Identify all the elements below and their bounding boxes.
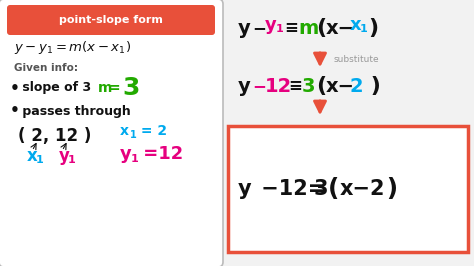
Text: slope of 3: slope of 3 <box>18 81 91 94</box>
Text: =12: =12 <box>137 145 183 163</box>
Text: substitute: substitute <box>334 56 380 64</box>
Text: passes through: passes through <box>18 105 131 118</box>
Text: y: y <box>265 16 277 34</box>
Text: y: y <box>238 179 252 199</box>
Text: (: ( <box>316 18 326 38</box>
FancyBboxPatch shape <box>7 5 215 35</box>
Text: =: = <box>109 81 120 95</box>
FancyBboxPatch shape <box>0 0 223 266</box>
Text: 1: 1 <box>68 155 76 165</box>
Text: 2: 2 <box>350 77 364 95</box>
Text: x: x <box>120 124 129 138</box>
Text: y: y <box>120 145 132 163</box>
Text: 3: 3 <box>122 76 139 100</box>
Text: ): ) <box>378 177 398 201</box>
Text: m: m <box>298 19 318 38</box>
FancyBboxPatch shape <box>228 126 468 252</box>
Text: ≡: ≡ <box>288 77 302 95</box>
Text: ( 2, 12 ): ( 2, 12 ) <box>18 127 91 145</box>
Text: x−: x− <box>326 19 355 38</box>
Text: ): ) <box>368 18 378 38</box>
Text: −: − <box>252 19 266 37</box>
Text: x: x <box>350 16 362 34</box>
Text: 1: 1 <box>276 24 284 34</box>
Text: 1: 1 <box>130 130 137 140</box>
Text: ≡: ≡ <box>284 19 298 37</box>
Text: x: x <box>27 147 37 165</box>
Text: (: ( <box>316 76 326 96</box>
Text: = 2: = 2 <box>136 124 167 138</box>
Text: m: m <box>98 81 112 95</box>
Text: −: − <box>252 77 266 95</box>
Text: (: ( <box>328 177 339 201</box>
Text: y: y <box>59 147 69 165</box>
Text: y: y <box>238 19 251 38</box>
Text: •: • <box>10 103 20 118</box>
Text: x−: x− <box>326 77 355 95</box>
Text: 3: 3 <box>302 77 316 95</box>
Text: −12=: −12= <box>254 179 325 199</box>
Text: ): ) <box>363 76 381 96</box>
Text: point-slope form: point-slope form <box>59 15 163 25</box>
Text: 1: 1 <box>131 154 139 164</box>
Text: Given info:: Given info: <box>14 63 78 73</box>
Text: •: • <box>10 81 20 95</box>
Text: 3: 3 <box>314 179 328 199</box>
Text: y: y <box>238 77 251 95</box>
Text: 1: 1 <box>360 24 368 34</box>
Text: 1: 1 <box>36 155 44 165</box>
Text: $y - y_1 = m(x - x_1)$: $y - y_1 = m(x - x_1)$ <box>14 39 131 56</box>
Text: 12: 12 <box>265 77 292 95</box>
Text: x−2: x−2 <box>340 179 385 199</box>
